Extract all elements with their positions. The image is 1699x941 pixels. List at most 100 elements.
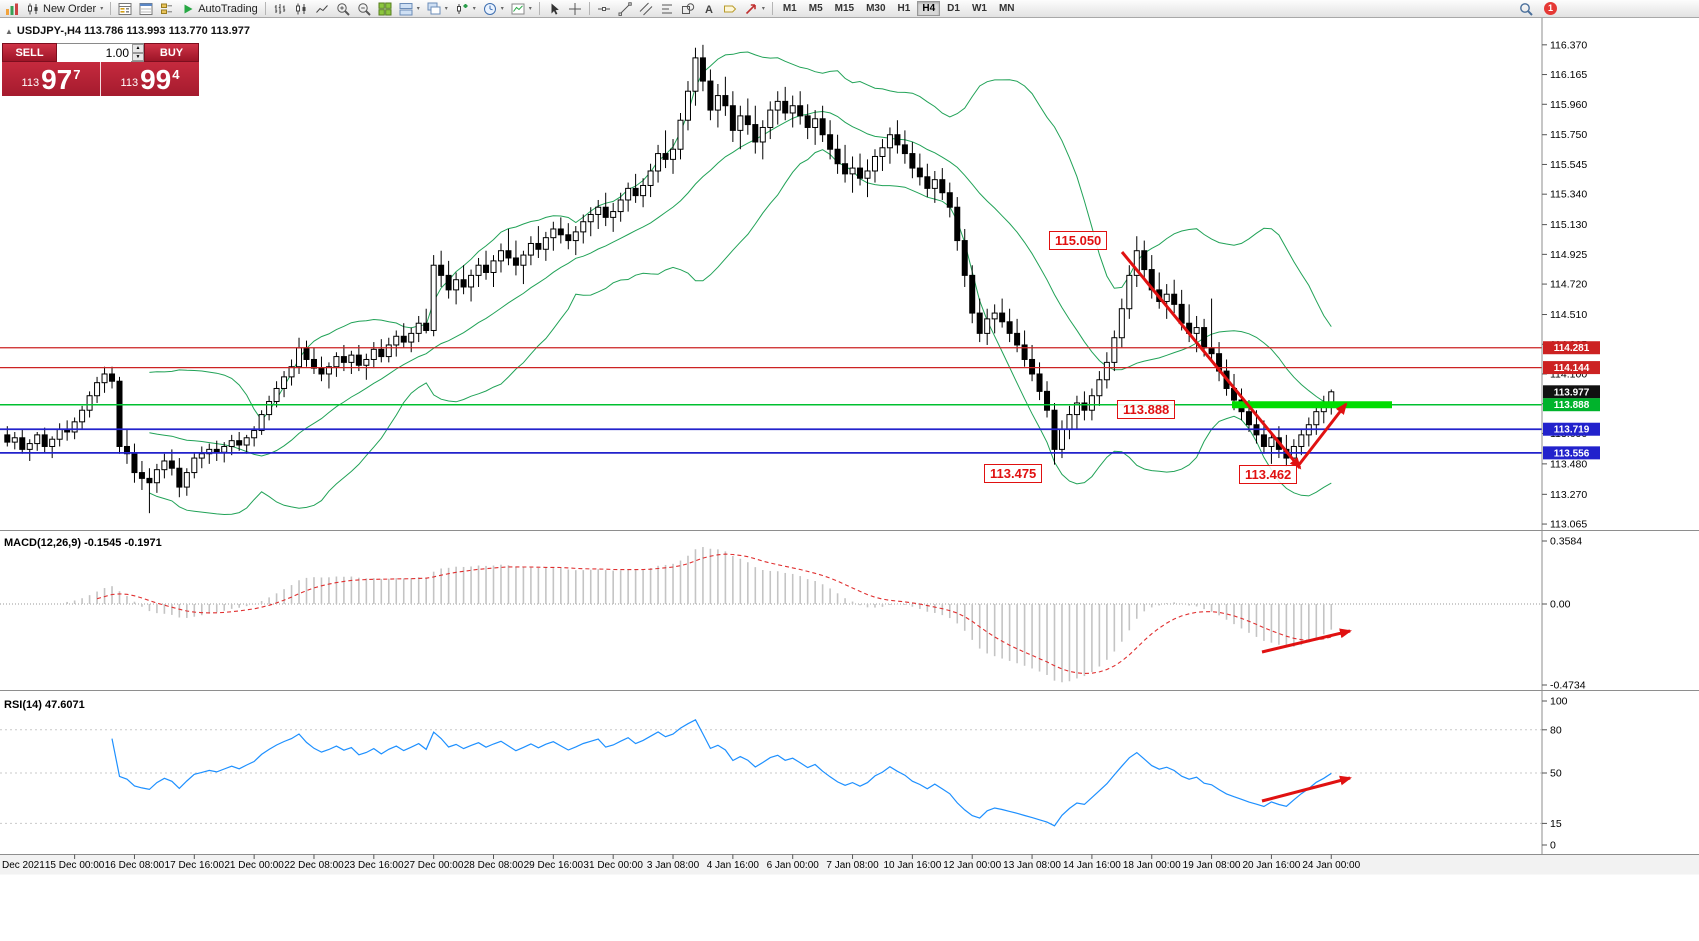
price-annotation[interactable]: 113.462: [1239, 465, 1298, 484]
candle: [430, 264, 437, 331]
candle: [916, 167, 923, 178]
timeframe-button-mn[interactable]: MN: [994, 1, 1020, 16]
time-axis-label: 29 Dec 16:00: [524, 860, 584, 871]
candle: [1073, 402, 1080, 416]
price-axis-label: 115.960: [1550, 99, 1587, 111]
indicators-button[interactable]: ▾: [508, 0, 535, 17]
candle: [1245, 411, 1252, 426]
one-click-collapse-button[interactable]: ▲: [5, 26, 13, 36]
time-axis-strip[interactable]: [0, 854, 1699, 875]
channel-tool-button[interactable]: [636, 0, 656, 17]
candle: [109, 373, 116, 382]
trend-arrow[interactable]: [1261, 628, 1352, 654]
trend-arrow[interactable]: [1261, 775, 1352, 803]
time-axis-label: 16 Dec 08:00: [105, 860, 165, 871]
buy-button[interactable]: BUY: [144, 43, 199, 62]
sell-button[interactable]: SELL: [2, 43, 57, 62]
new-order-button[interactable]: New Order ▾: [23, 0, 106, 17]
time-axis-label: 12 Jan 00:00: [943, 860, 1001, 871]
trend-arrow[interactable]: [1296, 402, 1348, 467]
navigator-button[interactable]: [157, 0, 177, 17]
market-watch-button[interactable]: [115, 0, 135, 17]
price-tag: [1543, 361, 1600, 375]
tile-windows-button[interactable]: [375, 0, 395, 17]
candle: [318, 367, 325, 375]
candle: [901, 144, 908, 155]
candle: [325, 366, 332, 375]
candle: [662, 153, 669, 160]
candle: [520, 254, 527, 266]
line-chart-mode-button[interactable]: [312, 0, 332, 17]
clock-icon: [483, 2, 496, 15]
arrange-windows-button[interactable]: ▾: [396, 0, 423, 17]
candle: [1193, 327, 1200, 334]
volume-down-button[interactable]: ▼: [132, 52, 144, 61]
trendline-tool-button[interactable]: [615, 0, 635, 17]
candle: [954, 206, 961, 242]
price-axis-label: 115.340: [1550, 189, 1587, 201]
zoom-in-button[interactable]: [333, 0, 353, 17]
crosshair-tool-button[interactable]: [565, 0, 585, 17]
candle: [722, 95, 729, 107]
timeframe-button-h1[interactable]: H1: [893, 1, 916, 16]
candle: [340, 356, 347, 363]
zoom-out-button[interactable]: [354, 0, 374, 17]
new-chart-button[interactable]: ▾: [452, 0, 479, 17]
volume-input[interactable]: [57, 44, 131, 62]
cursor-tool-button[interactable]: [544, 0, 564, 17]
candle: [1066, 414, 1073, 430]
volume-up-button[interactable]: ▲: [132, 44, 144, 53]
candle: [445, 274, 452, 291]
shapes-icon: [681, 2, 695, 14]
candle: [894, 134, 901, 146]
sell-price[interactable]: 113 97 7: [2, 62, 100, 96]
candle: [737, 115, 744, 131]
separator: [538, 2, 540, 15]
candle: [655, 153, 662, 172]
candle: [797, 105, 804, 117]
candle: [595, 206, 602, 215]
timeframe-button-m1[interactable]: M1: [778, 1, 802, 16]
candle: [1081, 402, 1088, 411]
arrows-tool-button[interactable]: ▾: [741, 0, 768, 17]
candle-chart-mode-button[interactable]: [291, 0, 311, 17]
bar-chart-mode-button[interactable]: [270, 0, 290, 17]
timeframe-button-m5[interactable]: M5: [804, 1, 828, 16]
candle: [1103, 361, 1110, 381]
text-tool-button[interactable]: A: [699, 0, 719, 17]
time-axis-label: 22 Dec 08:00: [284, 860, 344, 871]
candle: [438, 264, 445, 276]
timeframe-button-d1[interactable]: D1: [942, 1, 965, 16]
time-axis-label: 31 Dec 00:00: [583, 860, 643, 871]
fibonacci-tool-button[interactable]: [657, 0, 677, 17]
autotrading-label: AutoTrading: [198, 2, 258, 15]
macd-scale-label: -0.4734: [1550, 680, 1586, 692]
autotrading-button[interactable]: AutoTrading: [178, 0, 261, 17]
price-tag-label: 113.556: [1554, 448, 1590, 459]
price-annotation[interactable]: 113.888: [1117, 400, 1176, 419]
candle: [468, 274, 475, 288]
period-button[interactable]: ▾: [480, 0, 507, 17]
horizontal-line-tool-button[interactable]: [594, 0, 614, 17]
candle-chart-icon: [295, 3, 306, 14]
search-button[interactable]: [1516, 0, 1536, 17]
data-window-button[interactable]: [136, 0, 156, 17]
candle: [303, 347, 310, 360]
trend-arrow[interactable]: [1120, 251, 1302, 470]
navigator-icon: [161, 3, 173, 14]
timeframe-button-w1[interactable]: W1: [967, 1, 992, 16]
cascade-windows-button[interactable]: ▾: [424, 0, 451, 17]
chart-canvas[interactable]: 116.370 116.165 115.960 115.750 115.545 115.3…: [0, 18, 1699, 941]
label-tool-button[interactable]: [720, 0, 740, 17]
price-annotation[interactable]: 113.475: [984, 464, 1043, 483]
timeframe-button-m30[interactable]: M30: [861, 1, 890, 16]
time-axis-label: 3 Jan 08:00: [647, 860, 700, 871]
price-annotation[interactable]: 115.050: [1049, 231, 1108, 250]
candle: [692, 57, 699, 92]
candle: [931, 179, 938, 189]
notification-badge[interactable]: 1: [1544, 2, 1557, 15]
timeframe-button-h4[interactable]: H4: [917, 1, 941, 16]
buy-price[interactable]: 113 99 4: [100, 62, 199, 96]
timeframe-button-m15[interactable]: M15: [830, 1, 859, 16]
shapes-tool-button[interactable]: [678, 0, 698, 17]
